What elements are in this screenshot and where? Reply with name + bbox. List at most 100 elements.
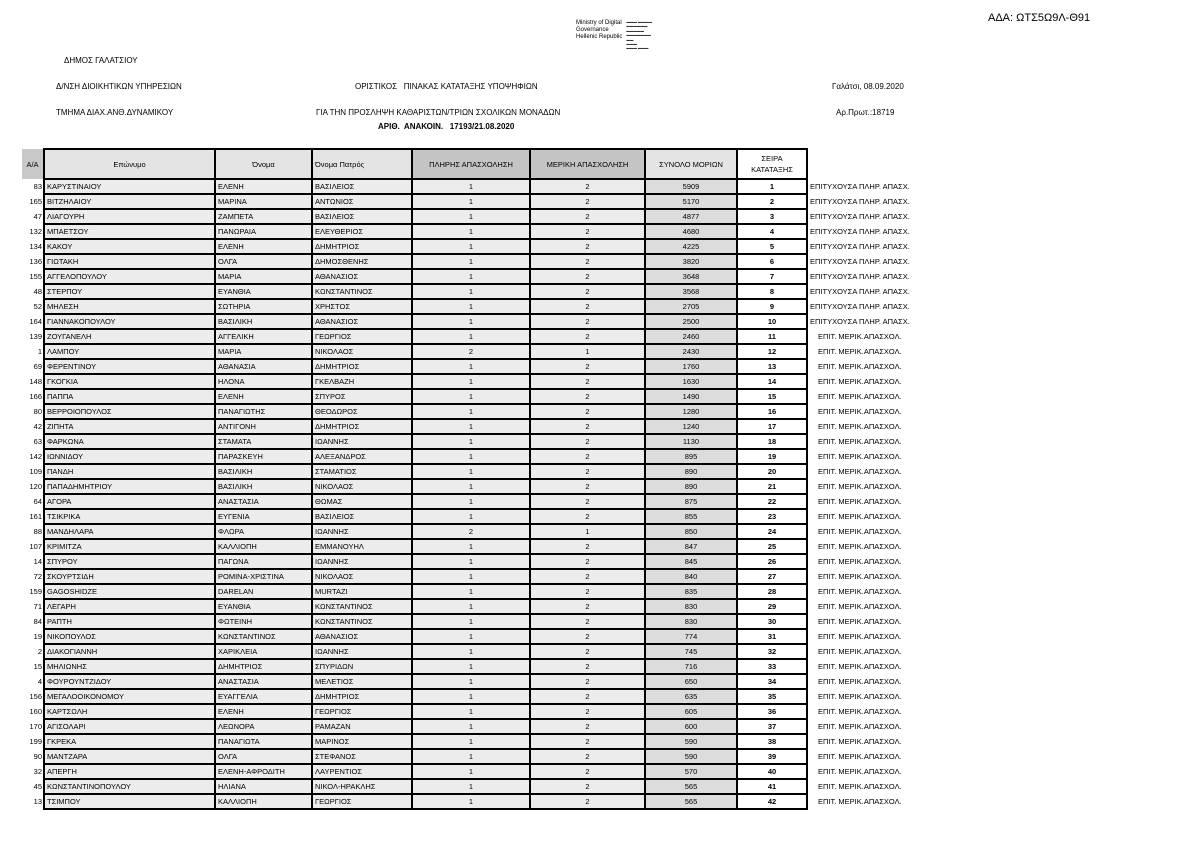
status: ΕΠΙΤ. ΜΕΡΙΚ.ΑΠΑΣΧΟΛ. bbox=[806, 749, 937, 764]
part-time-value: 2 bbox=[529, 388, 646, 405]
first-name: ΒΑΣΙΛΙΚΗ bbox=[214, 478, 313, 495]
part-time-value: 2 bbox=[529, 328, 646, 345]
full-time-value: 1 bbox=[411, 478, 531, 495]
rank: 24 bbox=[736, 523, 808, 540]
col-status bbox=[806, 149, 937, 179]
rank: 13 bbox=[736, 358, 808, 375]
part-time-value: 2 bbox=[529, 253, 646, 270]
first-name: ΦΩΤΕΙΝΗ bbox=[214, 613, 313, 630]
surname: ΛΙΑΓΟΥΡΗ bbox=[43, 208, 216, 225]
total-points: 890 bbox=[644, 478, 738, 495]
col-full-time: ΠΛΗΡΗΣ ΑΠΑΣΧΟΛΗΣΗ bbox=[411, 148, 531, 180]
table-row: 48 ΣΤΕΡΠΟΥ ΕΥΑΝΘΙΑ ΚΩΝΣΤΑΝΤΙΝΟΣ 1 2 3568 8 ΕΠΙΤΥ… bbox=[22, 283, 937, 300]
first-name: ΒΑΣΙΛΙΚΗ bbox=[214, 463, 313, 480]
part-time-value: 2 bbox=[529, 613, 646, 630]
father-name: ΑΘΑΝΑΣΙΟΣ bbox=[311, 313, 413, 330]
status: ΕΠΙΤ. ΜΕΡΙΚ.ΑΠΑΣΧΟΛ. bbox=[806, 569, 937, 584]
rank: 37 bbox=[736, 718, 808, 735]
first-name: ΕΥΑΝΘΙΑ bbox=[214, 283, 313, 300]
row-number: 139 bbox=[22, 329, 44, 344]
first-name: ΒΑΣΙΛΙΚΗ bbox=[214, 313, 313, 330]
surname: ΖΟΥΓΑΝΕΛΗ bbox=[43, 328, 216, 345]
full-time-value: 1 bbox=[411, 718, 531, 735]
surname: ΑΓΟΡΑ bbox=[43, 493, 216, 510]
row-number: 136 bbox=[22, 254, 44, 269]
rank: 2 bbox=[736, 193, 808, 210]
part-time-value: 2 bbox=[529, 298, 646, 315]
father-name: ΡΑΜΑΖΑΝ bbox=[311, 718, 413, 735]
total-points: 4877 bbox=[644, 208, 738, 225]
part-time-value: 2 bbox=[529, 223, 646, 240]
father-name: ΝΙΚΟΛΑΟΣ bbox=[311, 568, 413, 585]
row-number: 164 bbox=[22, 314, 44, 329]
part-time-value: 2 bbox=[529, 688, 646, 705]
rank: 5 bbox=[736, 238, 808, 255]
rank: 22 bbox=[736, 493, 808, 510]
status: ΕΠΙΤ. ΜΕΡΙΚ.ΑΠΑΣΧΟΛ. bbox=[806, 359, 937, 374]
status: ΕΠΙΤ. ΜΕΡΙΚ.ΑΠΑΣΧΟΛ. bbox=[806, 524, 937, 539]
row-number: 165 bbox=[22, 194, 44, 209]
father-name: ΚΩΝΣΤΑΝΤΙΝΟΣ bbox=[311, 283, 413, 300]
rank: 4 bbox=[736, 223, 808, 240]
father-name: ΔΗΜΗΤΡΙΟΣ bbox=[311, 358, 413, 375]
part-time-value: 2 bbox=[529, 553, 646, 570]
full-time-value: 1 bbox=[411, 463, 531, 480]
surname: ΙΩΝΝΙΔΟΥ bbox=[43, 448, 216, 465]
total-points: 2430 bbox=[644, 343, 738, 360]
full-time-value: 1 bbox=[411, 583, 531, 600]
full-time-value: 1 bbox=[411, 433, 531, 450]
status: ΕΠΙΤ. ΜΕΡΙΚ.ΑΠΑΣΧΟΛ. bbox=[806, 479, 937, 494]
row-number: 142 bbox=[22, 449, 44, 464]
surname: ΜΕΓΑΛΟΟΙΚΟΝΟΜΟΥ bbox=[43, 688, 216, 705]
rank: 42 bbox=[736, 793, 808, 810]
table-row: 142 ΙΩΝΝΙΔΟΥ ΠΑΡΑΣΚΕΥΗ ΑΛΕΞΑΝΔΡΟΣ 1 2 895 19 ΕΠΙ… bbox=[22, 448, 937, 465]
table-row: 1 ΛΑΜΠΟΥ ΜΑΡΙΑ ΝΙΚΟΛΑΟΣ 2 1 2430 12 ΕΠΙΤ. ΜΕΡΙΚ.… bbox=[22, 343, 937, 360]
row-number: 45 bbox=[22, 779, 44, 794]
status: ΕΠΙΤΥΧΟΥΣΑ ΠΛΗΡ. ΑΠΑΣΧ. bbox=[806, 224, 937, 239]
total-points: 1280 bbox=[644, 403, 738, 420]
table-row: 165 ΒΙΤΖΗΛΑΙΟΥ ΜΑΡΙΝΑ ΑΝΤΩΝΙΟΣ 1 2 5170 2 ΕΠΙΤΥΧ… bbox=[22, 193, 937, 210]
first-name: ΕΛΕΝΗ bbox=[214, 388, 313, 405]
rank: 31 bbox=[736, 628, 808, 645]
first-name: ΣΤΑΜΑΤΑ bbox=[214, 433, 313, 450]
table-row: 15 ΜΗΛΙΩΝΗΣ ΔΗΜΗΤΡΙΟΣ ΣΠΥΡΙΔΩΝ 1 2 716 33 ΕΠΙΤ. … bbox=[22, 658, 937, 675]
rank: 19 bbox=[736, 448, 808, 465]
total-points: 565 bbox=[644, 793, 738, 810]
announcement-number: ΑΡΙΘ. ΑΝΑΚΟΙΝ. 17193/21.08.2020 bbox=[378, 122, 515, 131]
total-points: 1490 bbox=[644, 388, 738, 405]
status: ΕΠΙΤ. ΜΕΡΙΚ.ΑΠΑΣΧΟΛ. bbox=[806, 734, 937, 749]
table-row: 69 ΦΕΡΕΝΤΙΝΟΥ ΑΘΑΝΑΣΙΑ ΔΗΜΗΤΡΙΟΣ 1 2 1760 13 ΕΠΙ… bbox=[22, 358, 937, 375]
row-number: 80 bbox=[22, 404, 44, 419]
surname: ΓΙΑΝΝΑΚΟΠΟΥΛΟΥ bbox=[43, 313, 216, 330]
first-name: ΠΑΝΑΓΙΩΤΑ bbox=[214, 733, 313, 750]
rank: 3 bbox=[736, 208, 808, 225]
total-points: 830 bbox=[644, 613, 738, 630]
father-name: ΓΕΩΡΓΙΟΣ bbox=[311, 793, 413, 810]
father-name: ΑΘΑΝΑΣΙΟΣ bbox=[311, 268, 413, 285]
total-points: 847 bbox=[644, 538, 738, 555]
full-time-value: 1 bbox=[411, 298, 531, 315]
total-points: 890 bbox=[644, 463, 738, 480]
rank: 40 bbox=[736, 763, 808, 780]
total-points: 635 bbox=[644, 688, 738, 705]
first-name: ΑΘΑΝΑΣΙΑ bbox=[214, 358, 313, 375]
signature-details: ▬▬▬ ▬▬▬▬ ▬▬▬▬▬▬ ▬▬▬▬▬ ▬▬▬▬▬▬▬ ▬▬ ▬▬▬ ▬▬▬ ▬▬▬ bbox=[626, 20, 652, 51]
digital-signature-stamp: Ministry of Digital Governance Hellenic … bbox=[576, 20, 652, 51]
row-number: 155 bbox=[22, 269, 44, 284]
total-points: 850 bbox=[644, 523, 738, 540]
part-time-value: 1 bbox=[529, 343, 646, 360]
full-time-value: 1 bbox=[411, 223, 531, 240]
status: ΕΠΙΤΥΧΟΥΣΑ ΠΛΗΡ. ΑΠΑΣΧ. bbox=[806, 254, 937, 269]
status: ΕΠΙΤ. ΜΕΡΙΚ.ΑΠΑΣΧΟΛ. bbox=[806, 719, 937, 734]
part-time-value: 2 bbox=[529, 373, 646, 390]
first-name: ΚΑΛΛΙΟΠΗ bbox=[214, 538, 313, 555]
father-name: ΙΩΑΝΝΗΣ bbox=[311, 643, 413, 660]
rank: 9 bbox=[736, 298, 808, 315]
full-time-value: 1 bbox=[411, 253, 531, 270]
table-row: 166 ΠΑΠΠΑ ΕΛΕΝΗ ΣΠΥΡΟΣ 1 2 1490 15 ΕΠΙΤ. ΜΕΡΙΚ.Α… bbox=[22, 388, 937, 405]
status: ΕΠΙΤ. ΜΕΡΙΚ.ΑΠΑΣΧΟΛ. bbox=[806, 659, 937, 674]
table-row: 170 ΑΓΙΣΟΛΑΡΙ ΛΕΩΝΟΡΑ ΡΑΜΑΖΑΝ 1 2 600 37 ΕΠΙΤ. Μ… bbox=[22, 718, 937, 735]
full-time-value: 1 bbox=[411, 613, 531, 630]
total-points: 774 bbox=[644, 628, 738, 645]
row-number: 1 bbox=[22, 344, 44, 359]
